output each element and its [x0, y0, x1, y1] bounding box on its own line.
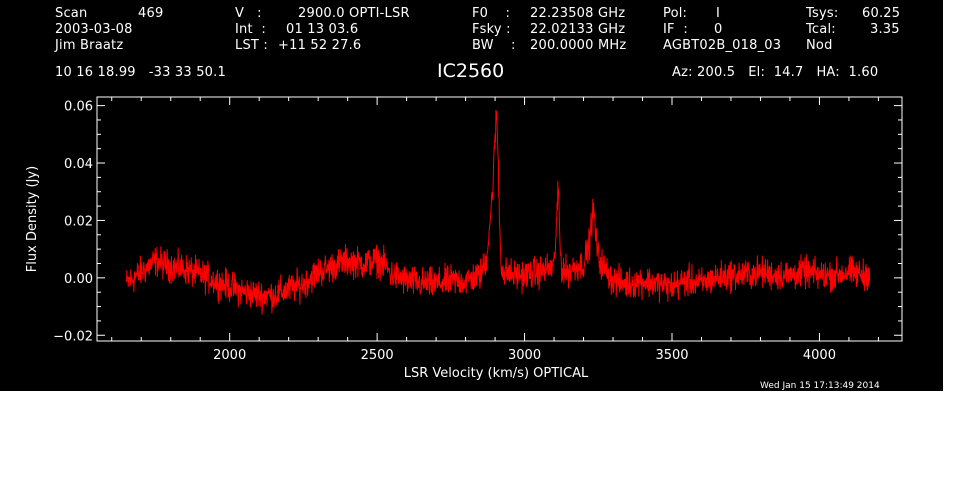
y-tick-label: 0.02: [64, 214, 93, 229]
f0-value: 22.23508 GHz: [530, 6, 626, 21]
x-tick-label: 4000: [803, 348, 836, 363]
plot-canvas: Scan 469 2003-03-08 Jim Braatz V : 2900.…: [0, 0, 943, 391]
plot-frame: [96, 96, 903, 342]
az-el-ha: Az: 200.5 El: 14.7 HA: 1.60: [672, 65, 879, 80]
chart-title: IC2560: [437, 60, 505, 82]
x-tick-label: 3500: [655, 348, 688, 363]
source-coordinates: 10 16 18.99 -33 33 50.1: [55, 65, 226, 80]
lst-label: LST :: [235, 38, 268, 53]
pol-value: I: [716, 6, 721, 21]
y-tick-label: 0.00: [64, 272, 93, 287]
obs-date: 2003-03-08: [55, 22, 133, 37]
spectrum-plot: 2000 2500 3000 3500 4000 −0.02 0.00 0.02 0.04 0.0…: [25, 96, 903, 381]
x-tick-label: 2500: [361, 348, 394, 363]
f0-label: F0 :: [472, 6, 511, 21]
int-value: 01 13 03.6: [286, 22, 359, 37]
y-tick-label: 0.04: [64, 157, 93, 172]
obs-mode: Nod: [806, 38, 833, 53]
bw-label: BW :: [472, 38, 516, 53]
y-tick-label: 0.06: [64, 100, 93, 115]
velocity-value: 2900.0 OPTI-LSR: [298, 6, 410, 21]
project-id: AGBT02B_018_03: [663, 38, 782, 53]
scan-value: 469: [138, 6, 164, 21]
bw-value: 200.0000 MHz: [530, 38, 627, 53]
x-tick-label: 2000: [213, 348, 246, 363]
fsky-value: 22.02133 GHz: [530, 22, 626, 37]
y-tick-label: −0.02: [53, 329, 93, 344]
velocity-label: V :: [235, 6, 262, 21]
fsky-label: Fsky :: [472, 22, 511, 37]
pol-label: Pol:: [663, 6, 688, 21]
axis-ticks: 2000 2500 3000 3500 4000 −0.02 0.00 0.02 0.04 0.0…: [53, 97, 902, 363]
x-tick-label: 3000: [508, 348, 541, 363]
spectrum-trace-layer: [125, 109, 871, 315]
tcal-value: 3.35: [870, 22, 900, 37]
tsys-value: 60.25: [862, 6, 901, 21]
lst-value: +11 52 27.6: [278, 38, 362, 53]
observer-name: Jim Braatz: [55, 38, 124, 53]
footer-timestamp: Wed Jan 15 17:13:49 2014: [760, 381, 880, 391]
if-value: 0: [714, 22, 723, 37]
int-label: Int :: [235, 22, 267, 37]
y-axis-label: Flux Density (Jy): [25, 166, 40, 272]
x-axis-label: LSR Velocity (km/s) OPTICAL: [404, 366, 589, 381]
spectrum-line: [125, 109, 871, 315]
if-label: IF :: [663, 22, 688, 37]
scan-label: Scan: [55, 6, 88, 21]
tsys-label: Tsys:: [806, 6, 839, 21]
tcal-label: Tcal:: [806, 22, 836, 37]
